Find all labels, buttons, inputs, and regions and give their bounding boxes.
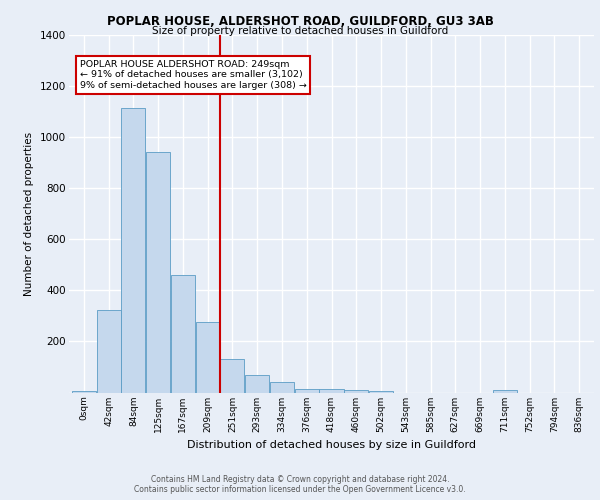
Bar [270,382,294,392]
Bar [369,391,393,392]
Bar [196,322,220,392]
Text: POPLAR HOUSE ALDERSHOT ROAD: 249sqm
← 91% of detached houses are smaller (3,102): POPLAR HOUSE ALDERSHOT ROAD: 249sqm ← 91… [79,60,307,90]
Bar [171,275,195,392]
Bar [295,388,319,392]
X-axis label: Distribution of detached houses by size in Guildford: Distribution of detached houses by size … [187,440,476,450]
Bar [344,390,368,392]
Bar [121,108,145,393]
Bar [220,360,244,392]
Bar [97,310,121,392]
Bar [72,391,96,392]
Bar [146,152,170,392]
Text: Size of property relative to detached houses in Guildford: Size of property relative to detached ho… [152,26,448,36]
Bar [319,388,344,392]
Bar [245,374,269,392]
Text: POPLAR HOUSE, ALDERSHOT ROAD, GUILDFORD, GU3 3AB: POPLAR HOUSE, ALDERSHOT ROAD, GUILDFORD,… [107,15,493,28]
Bar [493,390,517,392]
Y-axis label: Number of detached properties: Number of detached properties [25,132,34,296]
Text: Contains HM Land Registry data © Crown copyright and database right 2024.
Contai: Contains HM Land Registry data © Crown c… [134,474,466,494]
